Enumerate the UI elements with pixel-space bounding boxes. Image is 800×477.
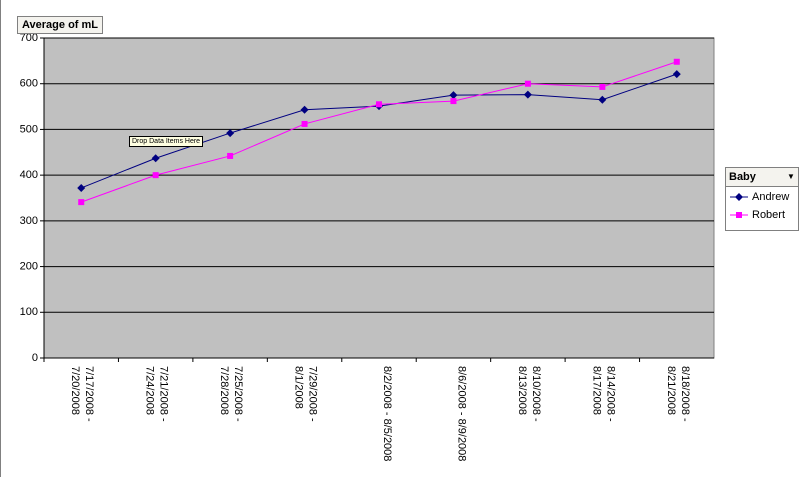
data-point xyxy=(672,70,681,79)
legend-entries: Andrew Robert xyxy=(730,191,789,221)
data-point xyxy=(598,95,607,104)
data-point xyxy=(301,120,308,127)
data-point xyxy=(450,98,457,105)
plot-area xyxy=(43,37,715,359)
data-point xyxy=(78,199,85,206)
data-point xyxy=(673,58,680,65)
x-tick-label: 7/21/2008 - 7/24/2008 xyxy=(143,366,170,422)
legend-label: Robert xyxy=(752,209,785,221)
data-point xyxy=(449,91,458,100)
data-point xyxy=(227,152,234,159)
x-tick-label: 8/6/2008 - 8/9/2008 xyxy=(455,366,468,462)
y-tick-label: 200 xyxy=(20,260,38,272)
y-tick-label: 600 xyxy=(20,78,38,90)
x-tick-label: 8/10/2008 - 8/13/2008 xyxy=(515,366,542,422)
y-tick-label: 400 xyxy=(20,169,38,181)
y-tick-label: 300 xyxy=(20,215,38,227)
y-tick-label: 100 xyxy=(20,306,38,318)
legend: Baby ▼ Andrew Robert xyxy=(725,167,799,231)
data-point xyxy=(77,183,86,192)
legend-marker xyxy=(736,212,742,218)
y-tick-label: 700 xyxy=(20,32,38,44)
data-point xyxy=(524,80,531,87)
x-tick-label: 8/18/2008 - 8/21/2008 xyxy=(664,366,691,422)
data-point xyxy=(226,129,235,138)
y-tick-label: 0 xyxy=(32,352,38,364)
x-tick-label: 7/25/2008 - 7/28/2008 xyxy=(218,366,245,422)
dropdown-arrow[interactable]: ▼ xyxy=(787,172,795,181)
data-point xyxy=(376,101,382,108)
data-point xyxy=(300,105,309,114)
data-point xyxy=(599,83,606,90)
legend-field-button[interactable]: Baby ▼ xyxy=(726,168,798,187)
y-tick-label: 500 xyxy=(20,123,38,135)
data-point xyxy=(152,172,159,179)
x-tick-label: 8/2/2008 - 8/5/2008 xyxy=(381,366,393,462)
legend-label: Andrew xyxy=(752,191,789,203)
x-tick-label: 8/14/2008 - 8/17/2008 xyxy=(590,366,617,422)
x-tick-label: 7/29/2008 - 8/1/2008 xyxy=(292,366,319,422)
legend-marker xyxy=(735,193,743,201)
field-button[interactable]: Average of mL xyxy=(17,16,104,34)
data-point xyxy=(523,90,532,99)
x-tick-label: 7/17/2008 - 7/20/2008 xyxy=(69,366,96,422)
drop-hint: Drop Data Items Here xyxy=(129,136,204,147)
legend-title: Baby xyxy=(729,171,756,183)
data-point xyxy=(151,154,160,163)
